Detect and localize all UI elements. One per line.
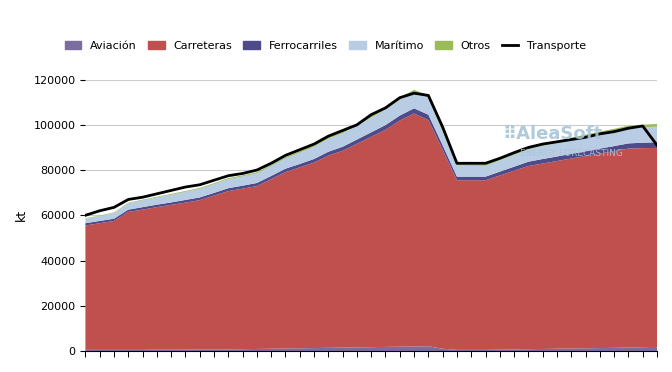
Transporte [610,129,618,134]
Transporte [624,126,632,131]
Transporte [353,123,361,127]
Transporte [95,209,103,213]
Transporte [396,96,404,100]
Transporte [181,185,190,189]
Transporte [196,183,204,187]
Transporte [439,125,447,129]
Transporte [539,142,547,146]
Line: Transporte: Transporte [85,93,657,215]
Transporte [138,195,146,199]
Transporte [253,168,261,172]
Y-axis label: kt: kt [15,209,28,221]
Transporte [467,161,475,166]
Transporte [410,91,418,95]
Transporte [339,128,347,133]
Text: ⠿AleaSoft: ⠿AleaSoft [503,125,603,143]
Transporte [382,106,390,110]
Transporte [282,153,290,158]
Legend: Aviación, Carreteras, Ferrocarriles, Marítimo, Otros, Transporte: Aviación, Carreteras, Ferrocarriles, Mar… [60,36,591,55]
Transporte [167,188,175,193]
Transporte [567,137,575,142]
Transporte [239,171,247,176]
Transporte [267,161,276,166]
Transporte [153,192,161,196]
Transporte [325,134,333,138]
Transporte [553,140,561,144]
Transporte [124,197,132,202]
Transporte [524,145,532,150]
Transporte [310,142,318,146]
Transporte [296,147,304,152]
Transporte [424,93,432,98]
Transporte [210,178,218,183]
Transporte [482,161,490,166]
Text: ENERGY FORECASTING: ENERGY FORECASTING [520,148,623,158]
Transporte [581,135,589,140]
Transporte [596,132,604,136]
Transporte [496,156,504,161]
Transporte [110,205,118,209]
Transporte [224,173,233,178]
Transporte [367,112,375,117]
Transporte [453,161,461,166]
Transporte [653,143,661,147]
Transporte [638,124,646,128]
Transporte [510,150,518,155]
Transporte [81,213,89,218]
